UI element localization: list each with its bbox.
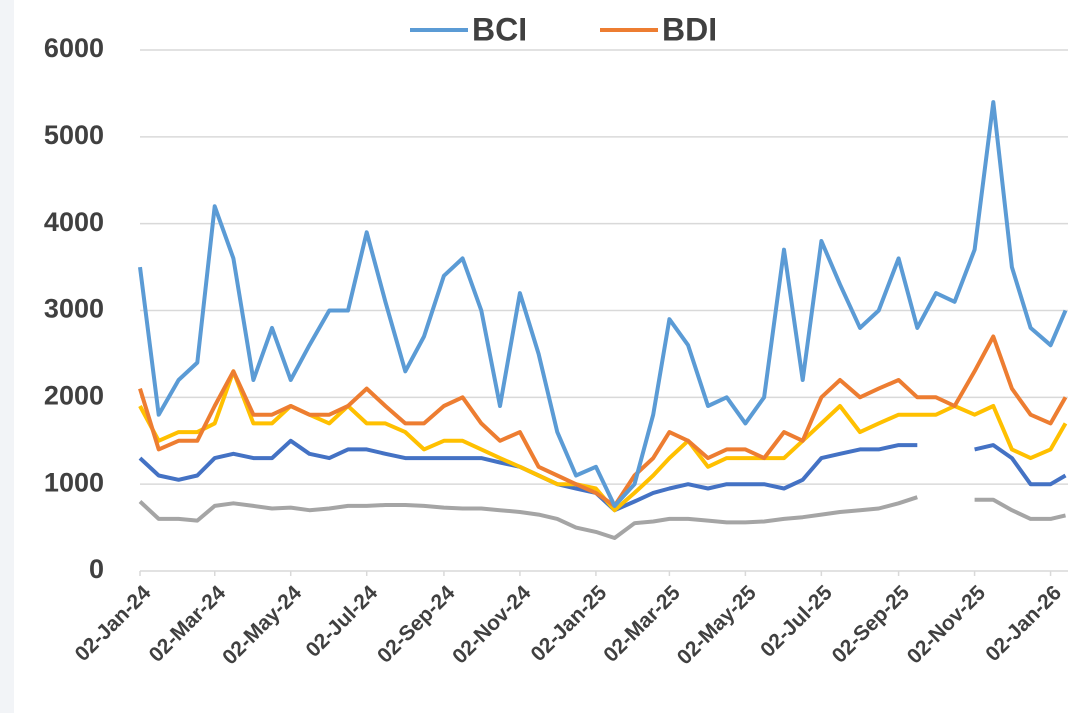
series-line — [138, 334, 1068, 508]
x-tick-label: 02-Mar-25 — [599, 581, 685, 667]
x-tick-label: 02-Mar-24 — [145, 581, 231, 667]
x-tick-label: 02-Sep-25 — [828, 581, 915, 668]
x-tick-label: 02-Jan-25 — [527, 581, 612, 666]
side-strip — [0, 0, 14, 713]
y-tick-label: 0 — [89, 554, 104, 584]
x-tick-label: 02-Nov-25 — [903, 581, 990, 668]
y-tick-label: 6000 — [44, 33, 104, 63]
y-tick-label: 3000 — [44, 294, 104, 324]
x-tick-label: 02-Jan-26 — [981, 581, 1066, 666]
y-tick-label: 4000 — [44, 207, 104, 237]
x-tick-label: 02-Jan-24 — [71, 581, 156, 666]
x-tick-label: 02-May-25 — [673, 581, 761, 669]
y-tick-label: 2000 — [44, 380, 104, 410]
legend-label: BCI — [472, 11, 527, 47]
y-tick-label: 5000 — [44, 120, 104, 150]
x-tick-label: 02-Nov-24 — [448, 581, 535, 668]
series-line — [138, 100, 1068, 508]
legend-label: BDI — [662, 11, 717, 47]
x-tick-label: 02-Jul-24 — [302, 581, 383, 662]
x-tick-label: 02-May-24 — [218, 581, 306, 669]
y-tick-label: 1000 — [44, 467, 104, 497]
series-line — [138, 369, 1068, 513]
series-line — [138, 495, 1066, 540]
x-tick-label: 02-Jul-25 — [756, 581, 837, 662]
x-tick-label: 02-Sep-24 — [373, 581, 460, 668]
